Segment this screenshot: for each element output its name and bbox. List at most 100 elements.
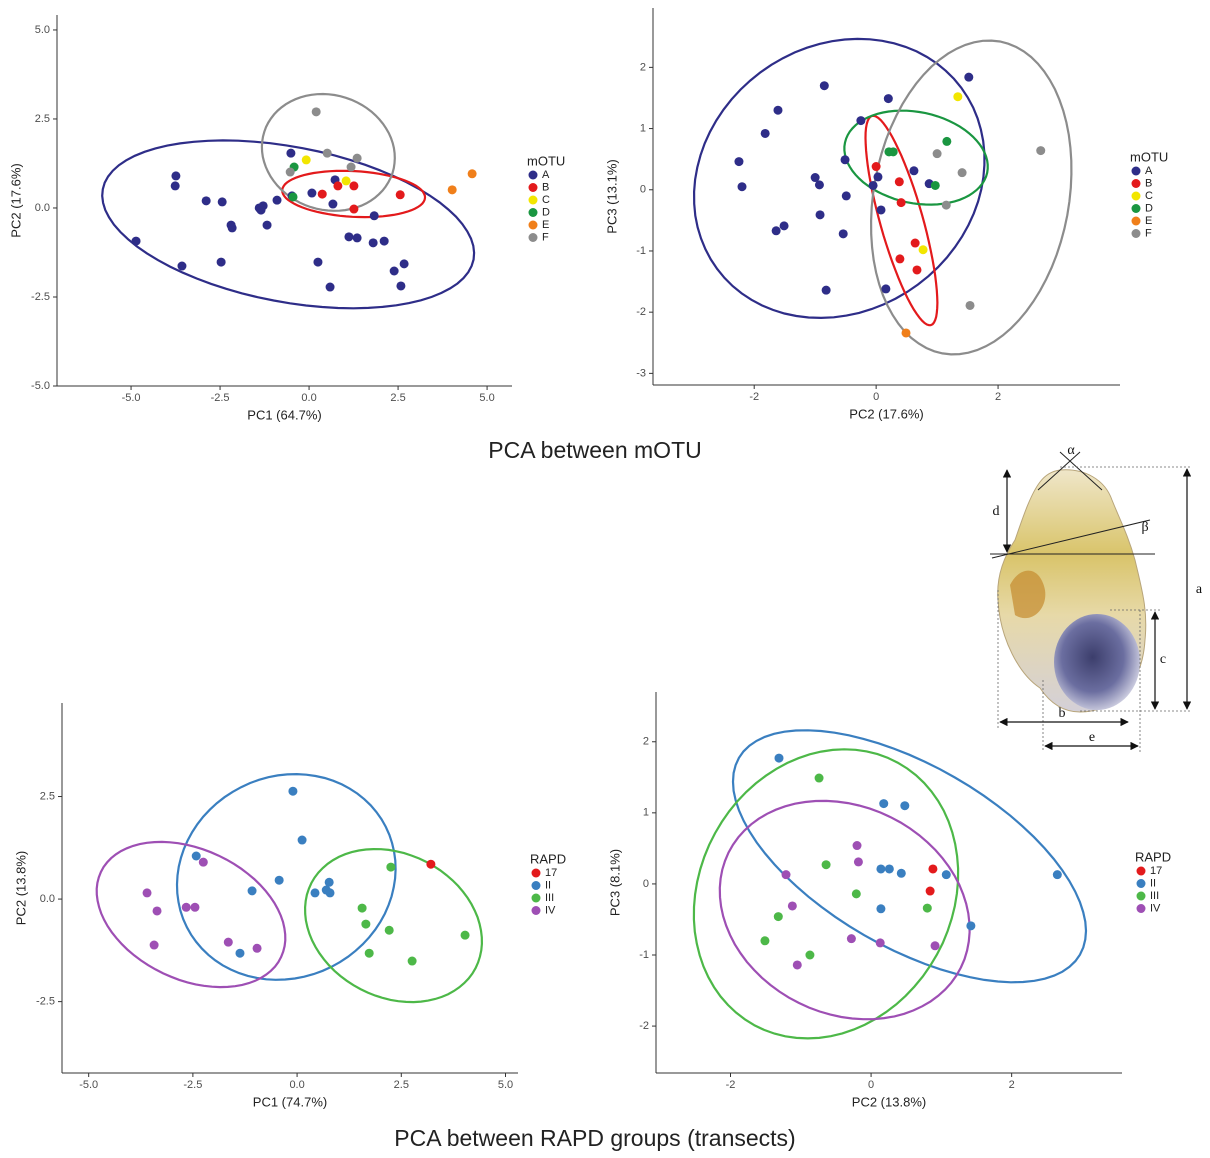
point: [853, 857, 863, 867]
point: [819, 81, 829, 91]
point: [888, 147, 898, 157]
point: [881, 284, 891, 294]
dimension-label: d: [993, 504, 1000, 519]
confidence-ellipse: [718, 799, 971, 1021]
legend-label: E: [542, 219, 549, 231]
x-tick-label: -2: [749, 391, 759, 403]
point: [217, 197, 227, 207]
point: [349, 181, 359, 191]
point: [181, 902, 191, 912]
y-tick-label: 0: [640, 184, 646, 196]
dimension-label: c: [1160, 652, 1166, 667]
y-tick-label: -2.5: [31, 291, 50, 303]
point: [966, 921, 976, 931]
legend-swatch: [531, 893, 541, 903]
point: [846, 934, 856, 944]
legend-swatch: [1136, 879, 1146, 888]
point: [460, 930, 470, 940]
legend-label: II: [545, 879, 551, 891]
point: [288, 192, 298, 202]
point: [792, 960, 802, 970]
legend-swatch: [528, 233, 538, 242]
point: [840, 155, 850, 165]
point: [957, 168, 967, 178]
point: [856, 116, 866, 126]
point: [152, 906, 162, 916]
legend-label: II: [1150, 877, 1156, 889]
point: [247, 886, 257, 896]
point: [875, 938, 885, 948]
point: [286, 148, 296, 158]
point: [932, 149, 942, 159]
legend-label: A: [1145, 165, 1153, 177]
legend-swatch: [1136, 891, 1146, 901]
y-tick-label: -2: [636, 306, 646, 318]
x-tick-label: 5.0: [498, 1079, 513, 1091]
point: [272, 195, 282, 205]
x-axis-label: PC2 (13.8%): [852, 1094, 926, 1109]
point: [781, 870, 791, 880]
legend-title: mOTU: [1130, 149, 1168, 164]
legend-swatch: [528, 183, 538, 192]
point: [399, 259, 409, 269]
point: [252, 943, 262, 953]
x-axis-label: PC2 (17.6%): [849, 406, 923, 421]
legend-swatch: [1131, 204, 1141, 213]
point: [258, 201, 268, 211]
point: [288, 786, 298, 796]
y-axis-label: PC2 (13.8%): [13, 851, 28, 925]
y-axis-label: PC2 (17.6%): [8, 163, 23, 237]
point: [1052, 870, 1062, 880]
point: [814, 773, 824, 783]
point: [190, 902, 200, 912]
point: [805, 950, 815, 960]
legend-label: III: [1150, 890, 1159, 902]
point: [324, 877, 334, 887]
legend-label: E: [1145, 215, 1152, 227]
point: [379, 236, 389, 246]
point: [901, 328, 911, 338]
legend-swatch: [531, 868, 541, 878]
point: [773, 912, 783, 922]
point: [868, 180, 878, 190]
confidence-ellipse: [260, 92, 396, 212]
point: [170, 181, 180, 191]
y-tick-label: -5.0: [31, 380, 50, 392]
point: [871, 162, 881, 172]
point: [779, 221, 789, 231]
point: [873, 172, 883, 182]
point: [941, 200, 951, 210]
legend-swatch: [1131, 179, 1141, 188]
y-tick-label: 2: [640, 61, 646, 73]
point: [317, 189, 327, 199]
x-tick-label: 2: [1009, 1079, 1015, 1091]
point: [344, 232, 354, 242]
point: [910, 238, 920, 248]
y-tick-label: -2: [639, 1020, 649, 1032]
point: [737, 182, 747, 192]
point: [364, 948, 374, 958]
x-tick-label: 2.5: [390, 392, 405, 404]
y-tick-label: -3: [636, 367, 646, 379]
point: [357, 903, 367, 913]
y-tick-label: 2.5: [40, 790, 55, 802]
legend-swatch: [1131, 216, 1141, 226]
legend-label: D: [1145, 202, 1153, 214]
point: [223, 937, 233, 947]
point: [821, 860, 831, 870]
legend-swatch: [531, 906, 541, 915]
dimension-label: e: [1089, 730, 1095, 745]
point: [384, 925, 394, 935]
point: [216, 257, 226, 267]
legend-title: RAPD: [1135, 849, 1171, 864]
legend-swatch: [1131, 191, 1141, 201]
point: [407, 956, 417, 966]
x-tick-label: 2: [995, 391, 1001, 403]
point: [814, 180, 824, 190]
x-tick-label: 0: [873, 391, 879, 403]
point: [884, 864, 894, 874]
point: [311, 107, 321, 117]
aperture: [1054, 614, 1140, 710]
confidence-ellipse: [175, 772, 397, 981]
